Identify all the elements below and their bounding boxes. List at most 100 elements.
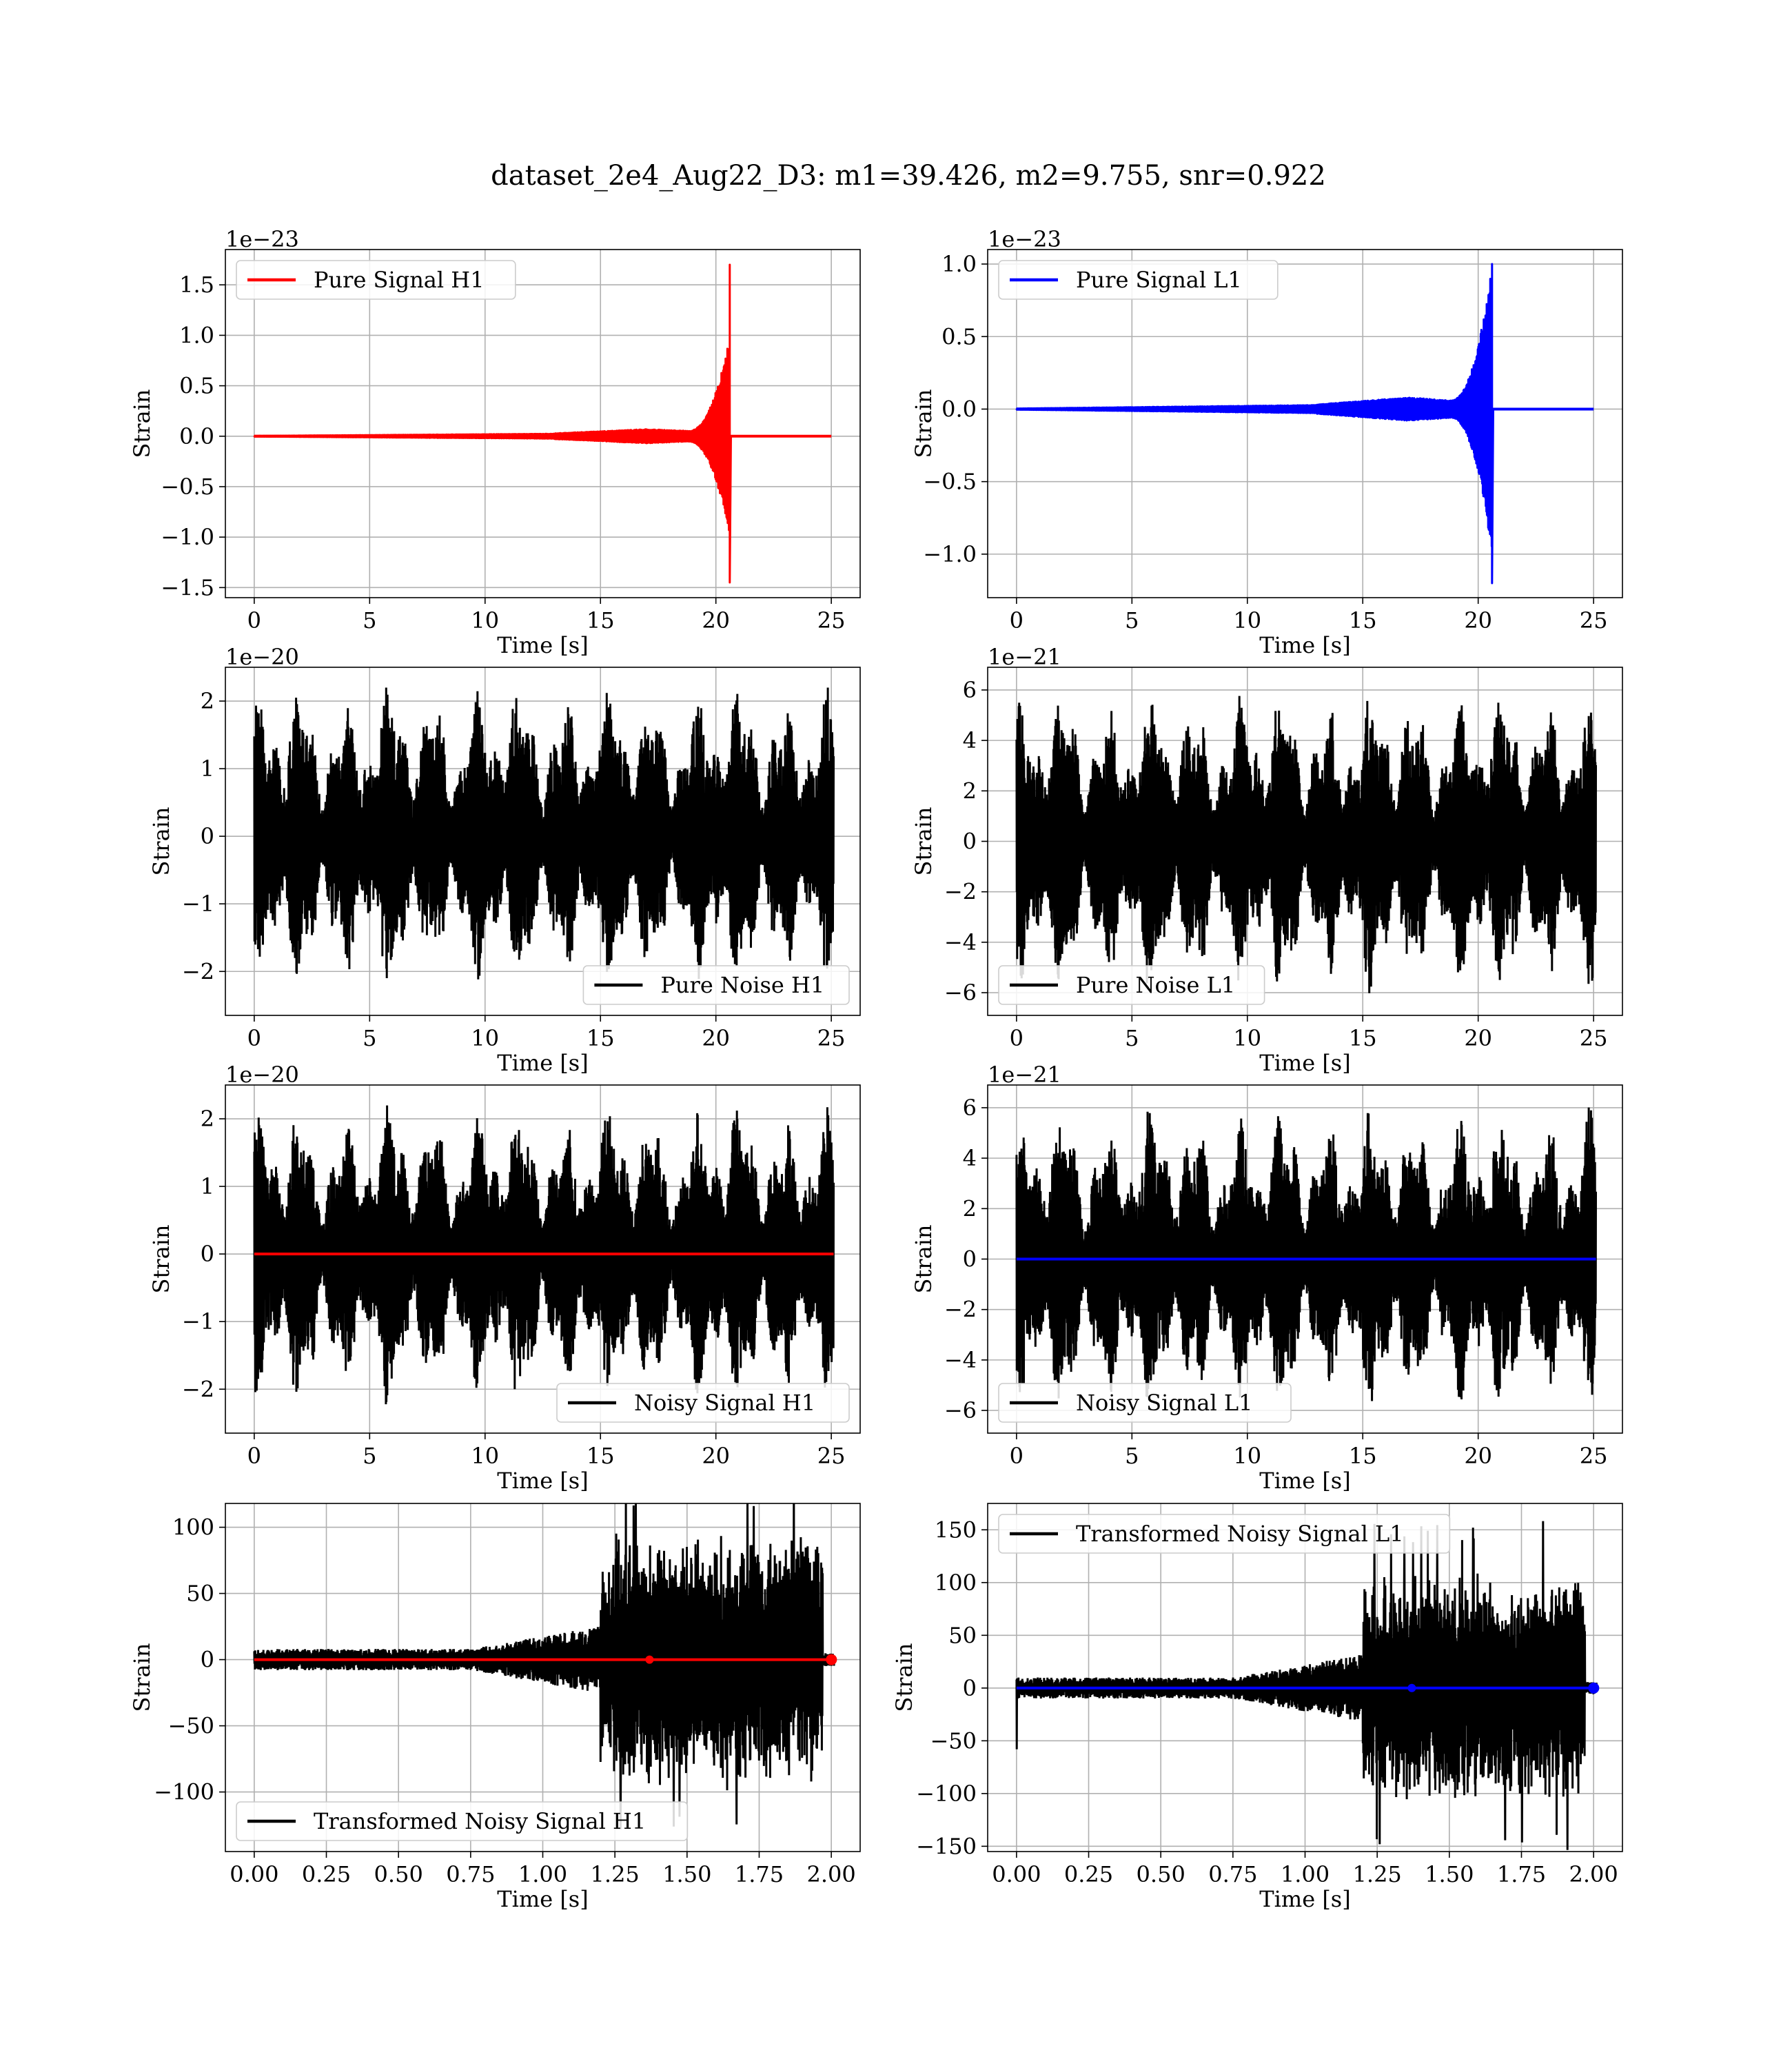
x-axis-label: Time [s] <box>1259 1468 1350 1494</box>
x-axis-label: Time [s] <box>497 1050 588 1076</box>
y-tick-label-1: −1.0 <box>161 524 214 550</box>
x-tick-label-0: 0.00 <box>230 1861 278 1887</box>
series-p0-0-line <box>253 263 832 584</box>
legend-label: Pure Noise H1 <box>660 972 824 998</box>
y-tick-label-0: −6 <box>944 980 977 1006</box>
x-tick-label-1: 5 <box>1125 1443 1139 1469</box>
legend-frame <box>582 965 850 1005</box>
x-tick-label-1: 5 <box>363 607 376 633</box>
y-tick-label-1: −4 <box>944 1347 977 1373</box>
y-tick-label-3: 0 <box>963 1246 977 1273</box>
x-tick-label-5: 1.25 <box>1353 1861 1402 1887</box>
y-tick-label-1: −0.5 <box>923 469 977 495</box>
x-tick-label-0: 0 <box>247 607 261 633</box>
y-tick-label-1: −50 <box>167 1713 214 1739</box>
y-tick-label-2: 0 <box>201 1241 214 1267</box>
x-tick-label-3: 15 <box>587 1025 615 1051</box>
x-tick-label-3: 15 <box>587 1443 615 1469</box>
axes-frame <box>225 249 861 598</box>
x-tick-label-7: 1.75 <box>735 1861 784 1887</box>
legend: Transformed Noisy Signal L1 <box>998 1514 1451 1554</box>
series-layer <box>1015 1521 1600 1850</box>
legend-label: Transformed Noisy Signal H1 <box>314 1808 646 1834</box>
x-tick-label-4: 1.00 <box>1281 1861 1330 1887</box>
legend-frame <box>998 260 1279 300</box>
y-tick-label-1: −4 <box>944 929 977 955</box>
y-tick-label-3: 0 <box>963 1675 977 1701</box>
series-p2-0-line <box>253 687 835 980</box>
y-tick-label-0: −1.5 <box>161 574 214 600</box>
x-tick-label-7: 1.75 <box>1497 1861 1546 1887</box>
y-tick-label-6: 150 <box>935 1517 977 1543</box>
legend-label: Pure Signal H1 <box>314 267 485 293</box>
y-tick-label-4: 50 <box>948 1622 977 1648</box>
series-p3-0-line <box>1015 696 1597 993</box>
y-axis-label: Strain <box>148 1225 174 1294</box>
x-tick-label-1: 5 <box>363 1025 376 1051</box>
y-tick-label-0: −150 <box>916 1833 977 1859</box>
y-tick-label-0: −6 <box>944 1397 977 1423</box>
y-offset-label: 1e−21 <box>988 644 1061 670</box>
x-tick-label-2: 10 <box>471 1443 499 1469</box>
legend-label: Noisy Signal L1 <box>1076 1390 1253 1416</box>
axes-frame <box>987 249 1623 598</box>
legend-frame <box>998 965 1265 1005</box>
legend-frame <box>998 1383 1292 1423</box>
x-tick-label-5: 25 <box>1580 1443 1608 1469</box>
subplot-p7: 0.00 0.25 0.50 0.75 1.00 1.25 1.50 1.75 2.00 −150… <box>891 1503 1623 1912</box>
legend: Pure Signal H1 <box>236 260 516 300</box>
x-tick-label-2: 0.50 <box>374 1861 423 1887</box>
x-axis-label: Time [s] <box>1259 632 1350 658</box>
subplot-p2: 0 5 10 15 20 25 −2 −1 0 1 2 Time [s] Strain 1e−20 Pure… <box>148 644 861 1076</box>
x-tick-label-8: 2.00 <box>1569 1861 1618 1887</box>
x-tick-label-4: 20 <box>1464 1025 1492 1051</box>
y-tick-label-0: −1.0 <box>923 541 977 567</box>
x-tick-label-0: 0 <box>1010 607 1024 633</box>
series-p6-1-end-marker <box>826 1654 837 1665</box>
y-tick-label-4: 1.0 <box>941 251 977 277</box>
subplot-p3: 0 5 10 15 20 25 −6 −4 −2 0 2 4 6 Time [s] Strain 1e−21 P… <box>910 644 1623 1076</box>
x-tick-label-3: 0.75 <box>1208 1861 1257 1887</box>
y-tick-label-2: −50 <box>930 1727 977 1754</box>
x-tick-label-5: 1.25 <box>591 1861 640 1887</box>
x-tick-label-1: 5 <box>1125 1025 1139 1051</box>
x-tick-label-2: 0.50 <box>1137 1861 1185 1887</box>
axes-frame <box>225 1084 861 1434</box>
x-tick-label-8: 2.00 <box>807 1861 856 1887</box>
y-tick-label-6: 1.5 <box>179 272 214 298</box>
subplot-p4: 0 5 10 15 20 25 −2 −1 0 1 2 Time [s] Strain 1e−20 Nois… <box>148 1062 861 1494</box>
legend: Pure Noise H1 <box>582 965 850 1005</box>
subplot-p0: 0 5 10 15 20 25 −1.5 −1.0 −0.5 0.0 0.5 1.0 1.5 Time [… <box>129 226 861 658</box>
x-axis-label: Time [s] <box>497 1886 588 1912</box>
y-tick-label-1: −1 <box>182 1308 214 1335</box>
y-tick-label-5: 1.0 <box>179 322 214 348</box>
y-offset-label: 1e−20 <box>225 644 299 670</box>
y-axis-label: Strain <box>891 1643 917 1712</box>
x-tick-label-4: 20 <box>702 1443 730 1469</box>
x-tick-label-4: 20 <box>702 1025 730 1051</box>
y-tick-label-1: −1 <box>182 891 214 917</box>
y-tick-label-3: 1 <box>201 1173 214 1199</box>
y-offset-label: 1e−21 <box>988 1062 1061 1088</box>
x-tick-label-0: 0 <box>1010 1443 1024 1469</box>
x-axis-label: Time [s] <box>1259 1886 1350 1912</box>
x-tick-label-4: 20 <box>702 607 730 633</box>
y-offset-label: 1e−23 <box>988 226 1061 252</box>
y-tick-label-6: 6 <box>963 677 977 703</box>
x-tick-label-3: 15 <box>587 607 615 633</box>
x-tick-label-2: 10 <box>1233 607 1261 633</box>
figure-title: dataset_2e4_Aug22_D3: m1=39.426, m2=9.75… <box>491 160 1326 192</box>
y-tick-label-3: 0.0 <box>179 423 214 449</box>
x-tick-label-5: 25 <box>1580 607 1608 633</box>
legend: Transformed Noisy Signal H1 <box>236 1801 689 1841</box>
y-tick-label-4: 2 <box>201 688 214 714</box>
x-tick-label-0: 0.00 <box>992 1861 1041 1887</box>
series-p7-1-marker <box>1407 1683 1416 1692</box>
x-tick-label-5: 25 <box>817 1025 846 1051</box>
x-tick-label-3: 15 <box>1349 1025 1377 1051</box>
x-tick-label-4: 20 <box>1464 607 1492 633</box>
y-tick-label-2: 0.0 <box>941 396 977 422</box>
x-tick-label-3: 15 <box>1349 1443 1377 1469</box>
legend-label: Pure Noise L1 <box>1076 972 1235 998</box>
